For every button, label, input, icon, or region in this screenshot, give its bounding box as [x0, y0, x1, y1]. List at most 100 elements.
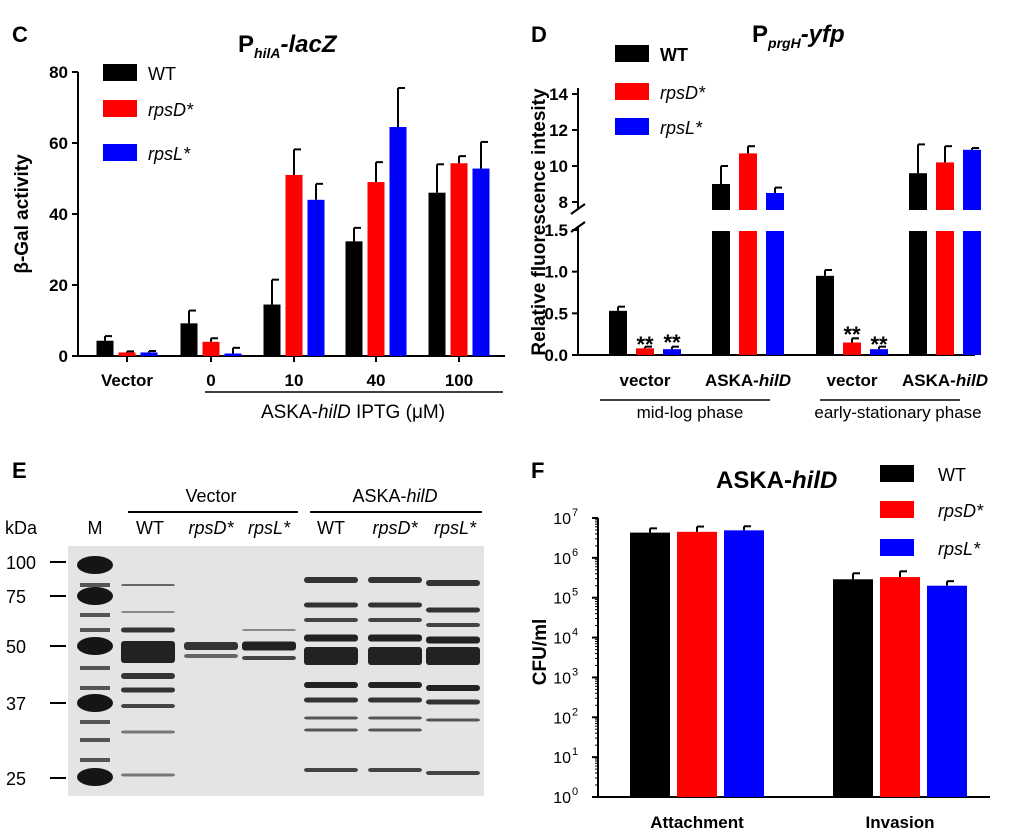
panel-f-y-tick-exponent: 5	[572, 587, 578, 599]
gel-band	[368, 768, 422, 772]
ladder-label: 25	[6, 769, 26, 789]
panel-f-plot	[597, 518, 990, 798]
panel-c-x-tick-label: 0	[206, 371, 215, 390]
gel-band	[242, 656, 296, 660]
panel-d-x-tick-label: ASKA-hilD	[902, 371, 988, 390]
panel-c-x-tick-label: Vector	[101, 371, 153, 390]
gel-band	[426, 647, 480, 665]
panel-c-bar-rpsd	[367, 182, 385, 356]
legend-label-rpsd: rpsD*	[938, 501, 984, 521]
ladder-labels: 100 75 50 37 25	[6, 553, 66, 789]
panel-c-y-ticks: 0 20 40 60 80	[49, 63, 78, 366]
panel-c-x-tick-label: 10	[285, 371, 304, 390]
gel-lane-labels: WT rpsD* rpsL* WT rpsD* rpsL*	[136, 518, 477, 538]
marker-band-faint	[80, 738, 110, 742]
gel-image	[68, 546, 484, 796]
panel-c-label: C	[12, 22, 28, 47]
panel-d-x-labels: vector ASKA-hilD vector ASKA-hilD	[619, 371, 987, 390]
panel-d-y-tick-label: 0.5	[544, 304, 568, 323]
marker-band-faint	[80, 720, 110, 724]
panel-d-bar-lower-wt	[909, 231, 927, 355]
panel-c-bar-wt	[428, 192, 446, 356]
gel-band	[368, 728, 422, 732]
panel-f-y-tick-label: 10	[553, 631, 571, 648]
gel-band	[304, 716, 358, 720]
panel-f-y-tick-label: 10	[553, 511, 571, 528]
legend-swatch-wt	[615, 45, 649, 62]
panel-d-bar-rpsl	[870, 349, 888, 355]
panel-f-bar-wt	[630, 532, 670, 797]
panel-c-bar-rpsl	[224, 353, 242, 356]
panel-d-bar-upper-wt	[712, 184, 730, 210]
marker-band-faint	[80, 613, 110, 617]
gel-band	[304, 634, 358, 642]
panel-d-bar-wt	[816, 275, 834, 355]
panel-e: E kDa M Vector ASKA-hilD WT rpsD* rpsL* WT r…	[5, 458, 484, 796]
panel-f-bar-rpsl	[724, 530, 764, 797]
panel-c-bar-rpsl	[389, 127, 407, 357]
legend-label-wt: WT	[938, 465, 966, 485]
panel-d-bar-lower-wt	[712, 231, 730, 355]
legend-swatch-rpsl	[880, 539, 914, 556]
panel-f-bar-rpsd	[880, 577, 920, 797]
gel-band	[304, 577, 358, 583]
panel-d-bar-lower-rpsd	[936, 231, 954, 355]
legend-swatch-rpsl	[103, 144, 137, 161]
panel-d-y-axis-label: Relative fluorescence intesity	[529, 88, 550, 356]
panel-d-x-tick-label: vector	[619, 371, 670, 390]
gel-band	[184, 642, 238, 650]
panel-c-y-tick-label: 60	[49, 134, 68, 153]
gel-band	[242, 641, 296, 651]
panel-d-phase-1: mid-log phase	[637, 403, 744, 422]
panel-f-y-tick-exponent: 3	[572, 666, 578, 678]
gel-band	[368, 697, 422, 703]
panel-d-bar-lower-rpsd	[739, 231, 757, 355]
panel-c-title: PhilA-lacZ	[238, 31, 338, 61]
panel-f-bar-wt	[833, 579, 873, 797]
gel-band	[426, 580, 480, 586]
gel-bands	[77, 556, 480, 786]
panel-d-axis-break-mark	[570, 221, 586, 233]
significance-mark: **	[843, 322, 861, 347]
panel-d-bar-upper-wt	[909, 173, 927, 210]
panel-f-y-tick-label: 10	[553, 710, 571, 727]
gel-band	[121, 773, 175, 777]
panel-c-bar-rpsd	[202, 341, 220, 356]
panel-d-plot: ** ** ** **	[570, 88, 981, 357]
panel-f-bar-rpsl	[927, 585, 967, 797]
panel-f-y-tick-exponent: 7	[572, 507, 578, 519]
legend-swatch-wt	[103, 64, 137, 81]
panel-c-y-tick-label: 40	[49, 205, 68, 224]
panel-d-y-tick-label: 1.5	[544, 221, 568, 240]
gel-band	[426, 699, 480, 705]
marker-band	[77, 637, 113, 655]
panel-c-bar-rpsl	[472, 168, 490, 356]
gel-band	[121, 611, 175, 613]
legend-label-wt: WT	[148, 64, 176, 84]
panel-c-y-tick-label: 0	[59, 347, 68, 366]
panel-f-y-tick-exponent: 0	[572, 786, 578, 798]
panel-f-y-axis-label: CFU/ml	[530, 619, 551, 686]
panel-d-bar-upper-rpsd	[739, 153, 757, 210]
gel-band	[121, 673, 175, 679]
group-label-hild: ASKA-hilD	[352, 486, 437, 506]
panel-d-x-tick-label: vector	[826, 371, 877, 390]
gel-band	[121, 704, 175, 708]
panel-f-y-tick-exponent: 1	[572, 746, 578, 758]
panel-f-y-tick-label: 10	[553, 670, 571, 687]
panel-c-plot	[77, 72, 505, 362]
marker-band	[77, 556, 113, 574]
gel-band	[426, 607, 480, 613]
panel-c-bar-wt	[96, 340, 114, 356]
panel-f-y-tick-label: 10	[553, 591, 571, 608]
panel-c-bar-wt	[180, 323, 198, 356]
panel-f-label: F	[531, 458, 544, 483]
gel-band	[121, 687, 175, 693]
gel-band	[121, 627, 175, 633]
panel-d: D PprgH-yfp Relative fluorescence intesi…	[529, 21, 988, 422]
panel-c-bar-rpsd	[118, 352, 136, 356]
panel-c-y-axis-label: β-Gal activity	[12, 154, 33, 274]
group-label-vector: Vector	[185, 486, 236, 506]
kda-label: kDa	[5, 518, 38, 538]
